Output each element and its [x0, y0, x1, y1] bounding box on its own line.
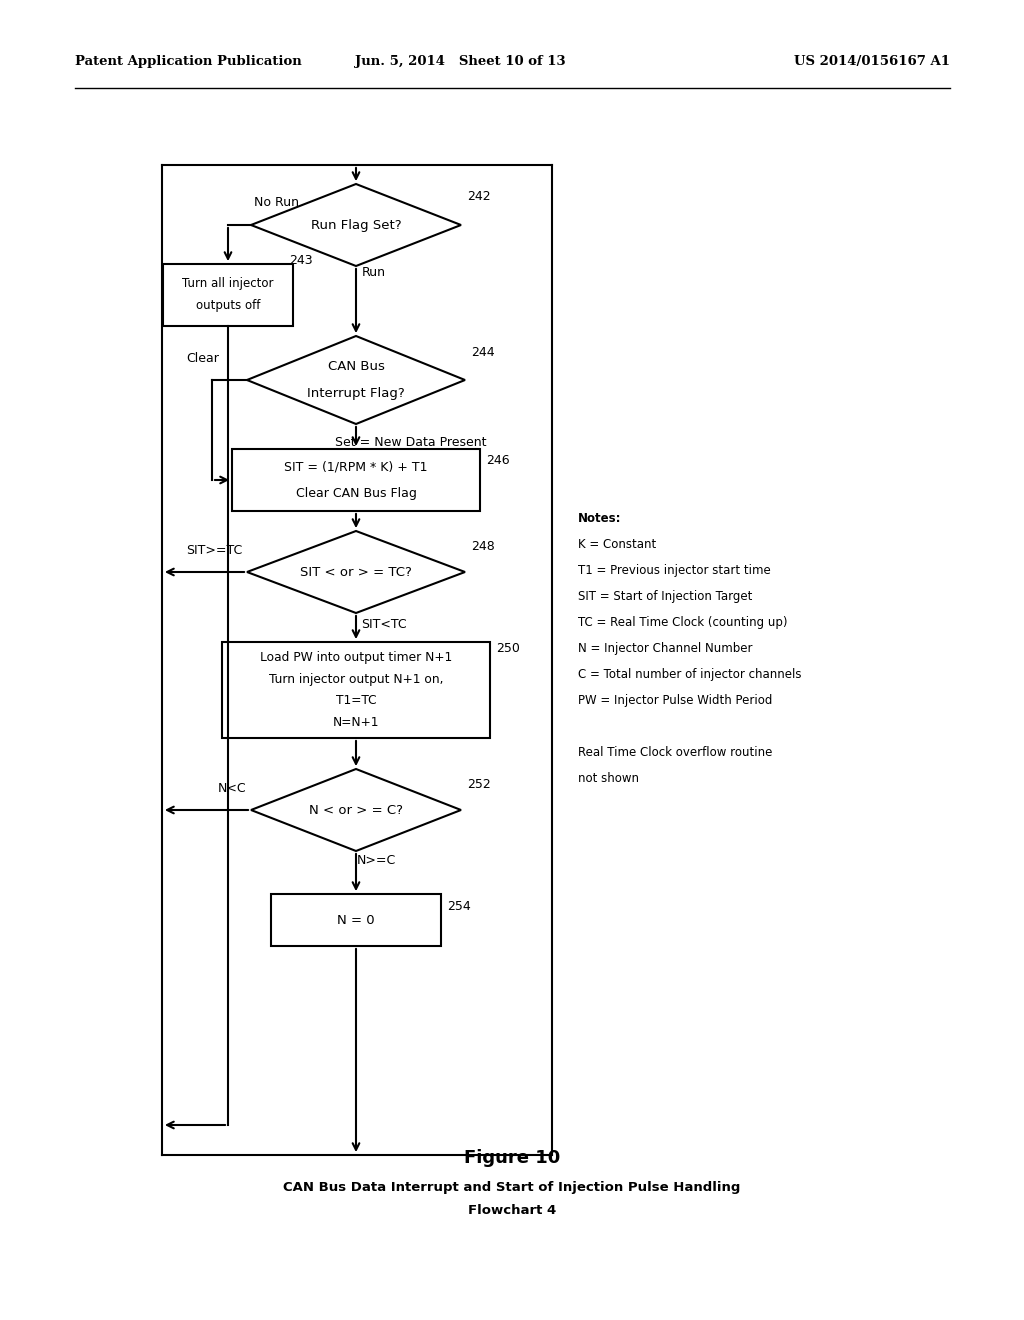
Text: N = Injector Channel Number: N = Injector Channel Number: [578, 642, 753, 655]
Text: Run Flag Set?: Run Flag Set?: [310, 219, 401, 231]
Polygon shape: [251, 770, 461, 851]
Text: Jun. 5, 2014   Sheet 10 of 13: Jun. 5, 2014 Sheet 10 of 13: [354, 55, 565, 69]
Text: 250: 250: [496, 642, 520, 655]
Bar: [163, 264, 293, 326]
Text: US 2014/0156167 A1: US 2014/0156167 A1: [794, 55, 950, 69]
Bar: [271, 894, 441, 946]
Text: PW = Injector Pulse Width Period: PW = Injector Pulse Width Period: [578, 694, 772, 708]
Text: 242: 242: [467, 190, 490, 203]
Text: Run: Run: [362, 267, 386, 280]
Text: TC = Real Time Clock (counting up): TC = Real Time Clock (counting up): [578, 616, 787, 630]
Text: not shown: not shown: [578, 772, 639, 785]
Polygon shape: [247, 337, 465, 424]
Text: Flowchart 4: Flowchart 4: [468, 1204, 556, 1217]
Text: Clear CAN Bus Flag: Clear CAN Bus Flag: [296, 487, 417, 499]
Text: 244: 244: [471, 346, 495, 359]
Text: N=N+1: N=N+1: [333, 717, 379, 730]
Text: 254: 254: [447, 899, 471, 912]
Text: T1=TC: T1=TC: [336, 694, 376, 708]
Text: N = 0: N = 0: [337, 913, 375, 927]
Text: SIT<TC: SIT<TC: [361, 618, 407, 631]
Polygon shape: [251, 183, 461, 267]
Text: SIT = Start of Injection Target: SIT = Start of Injection Target: [578, 590, 753, 603]
Text: T1 = Previous injector start time: T1 = Previous injector start time: [578, 564, 771, 577]
Text: Turn all injector: Turn all injector: [182, 277, 273, 290]
Text: Figure 10: Figure 10: [464, 1148, 560, 1167]
Bar: [222, 642, 490, 738]
Text: SIT>=TC: SIT>=TC: [185, 544, 242, 557]
Text: outputs off: outputs off: [196, 300, 260, 313]
Text: Interrupt Flag?: Interrupt Flag?: [307, 388, 404, 400]
Text: N < or > = C?: N < or > = C?: [309, 804, 403, 817]
Text: N<C: N<C: [217, 781, 246, 795]
Text: N>=C: N>=C: [356, 854, 395, 866]
Text: Turn injector output N+1 on,: Turn injector output N+1 on,: [268, 672, 443, 685]
Text: Clear: Clear: [186, 351, 219, 364]
Text: Notes:: Notes:: [578, 512, 622, 525]
Text: 246: 246: [486, 454, 510, 466]
Text: Load PW into output timer N+1: Load PW into output timer N+1: [260, 651, 453, 664]
Text: 252: 252: [467, 777, 490, 791]
Text: 243: 243: [289, 255, 312, 268]
Text: SIT = (1/RPM * K) + T1: SIT = (1/RPM * K) + T1: [285, 461, 428, 474]
Text: No Run: No Run: [254, 197, 299, 210]
Bar: [232, 449, 480, 511]
Text: Patent Application Publication: Patent Application Publication: [75, 55, 302, 69]
Text: K = Constant: K = Constant: [578, 539, 656, 550]
Text: Set = New Data Present: Set = New Data Present: [335, 436, 486, 449]
Text: C = Total number of injector channels: C = Total number of injector channels: [578, 668, 802, 681]
Text: Real Time Clock overflow routine: Real Time Clock overflow routine: [578, 746, 772, 759]
Text: SIT < or > = TC?: SIT < or > = TC?: [300, 565, 412, 578]
Text: CAN Bus: CAN Bus: [328, 359, 384, 372]
Text: 248: 248: [471, 540, 495, 553]
Text: CAN Bus Data Interrupt and Start of Injection Pulse Handling: CAN Bus Data Interrupt and Start of Inje…: [284, 1181, 740, 1195]
Polygon shape: [247, 531, 465, 612]
